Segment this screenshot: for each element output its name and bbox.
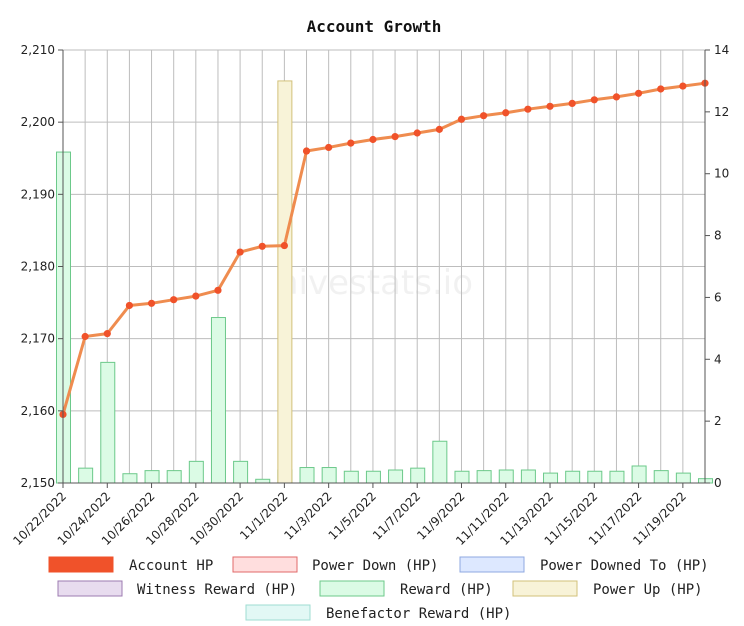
point-account-hp [502,109,510,117]
bar-reward-hp [432,440,448,484]
point-account-hp [214,286,222,294]
bar-reward-hp [520,469,536,484]
point-account-hp [457,115,466,123]
point-account-hp [103,330,111,338]
legend-label: Benefactor Reward (HP) [326,606,511,622]
bar-reward-hp [388,469,404,484]
grid [62,49,706,484]
point-account-hp [325,143,333,152]
point-account-hp [369,135,377,144]
legend-swatch [512,580,578,597]
y-right-tick-label: 10 [714,167,729,181]
legend-label: Account HP [129,558,213,574]
legend-swatch [245,604,311,621]
watermark: hivestats.io [277,263,473,303]
bar-reward-hp [365,470,381,484]
point-account-hp [612,93,621,101]
point-account-hp [590,96,598,104]
point-account-hp [413,129,421,137]
point-account-hp [435,125,443,133]
point-account-hp [679,82,687,90]
bar-reward-hp [166,470,182,484]
y-left-tick-label: 2,200 [21,115,55,129]
y-right-tick-label: 4 [714,352,722,366]
y-right-tick-label: 6 [714,290,722,304]
bar-reward-hp [454,470,470,484]
bar-reward-hp [410,467,426,484]
bar-reward-hp [587,470,603,484]
bar-reward-hp [122,473,138,484]
bar-reward-hp [188,460,204,484]
point-account-hp [546,102,554,110]
y-left-tick-label: 2,150 [21,476,55,490]
bar-reward-hp [78,467,94,484]
legend-swatch [319,580,385,597]
point-account-hp [258,242,266,250]
point-account-hp [170,296,178,304]
bar-reward-hp [675,472,691,484]
point-account-hp [147,299,156,307]
bar-reward-hp [299,467,315,484]
bar-reward-hp [609,470,625,484]
legend-label: Power Downed To (HP) [540,558,709,574]
legend-label: Reward (HP) [400,582,493,598]
bar-reward-hp [631,465,647,484]
bar-series [56,80,713,484]
legend-swatch [48,556,114,573]
point-account-hp [347,139,355,147]
legend-label: Power Down (HP) [312,558,438,574]
bar-reward-hp [653,470,669,484]
point-account-hp [391,133,399,141]
legend-swatch [232,556,298,573]
bar-reward-hp [343,470,359,484]
bar-reward-hp [543,472,559,484]
legend-label: Witness Reward (HP) [137,582,297,598]
y-left-tick-label: 2,170 [21,332,55,346]
point-account-hp [192,292,200,300]
bar-reward-hp [144,470,160,484]
line-series [59,79,709,419]
point-account-hp [657,85,665,93]
y-left-tick-label: 2,160 [21,404,55,418]
point-account-hp [125,301,134,310]
bar-reward-hp [255,478,271,484]
bar-reward-hp [321,467,337,484]
point-account-hp [634,89,643,97]
y-left-tick-label: 2,210 [21,43,55,57]
y-right-tick-label: 0 [714,476,722,490]
point-account-hp [568,99,576,108]
y-right-tick-label: 2 [714,414,722,428]
y-right-tick-label: 8 [714,229,722,243]
bar-reward-hp [476,470,492,484]
legend-swatch [57,580,123,597]
line-account-hp [61,81,706,415]
bar-reward-hp [498,469,514,484]
point-account-hp [236,248,244,256]
y-right-tick-label: 12 [714,105,729,119]
legend-swatch [459,556,525,573]
bar-power-up-hp [277,80,293,484]
bar-reward-hp [233,460,249,484]
point-account-hp [480,112,488,120]
y-right-tick-label: 14 [714,43,729,57]
y-left-tick-label: 2,190 [21,187,55,201]
legend-label: Power Up (HP) [593,582,703,598]
bar-reward-hp [210,317,226,484]
bar-reward-hp [100,361,116,484]
point-account-hp [524,105,532,113]
point-account-hp [280,241,288,250]
legend[interactable]: Account HP Power Down (HP) Power Downed To… [48,556,709,622]
chart-title: Account Growth [307,17,442,36]
point-account-hp [302,147,311,155]
bar-reward-hp [565,470,581,484]
point-account-hp [81,332,89,341]
y-left-tick-label: 2,180 [21,260,55,274]
